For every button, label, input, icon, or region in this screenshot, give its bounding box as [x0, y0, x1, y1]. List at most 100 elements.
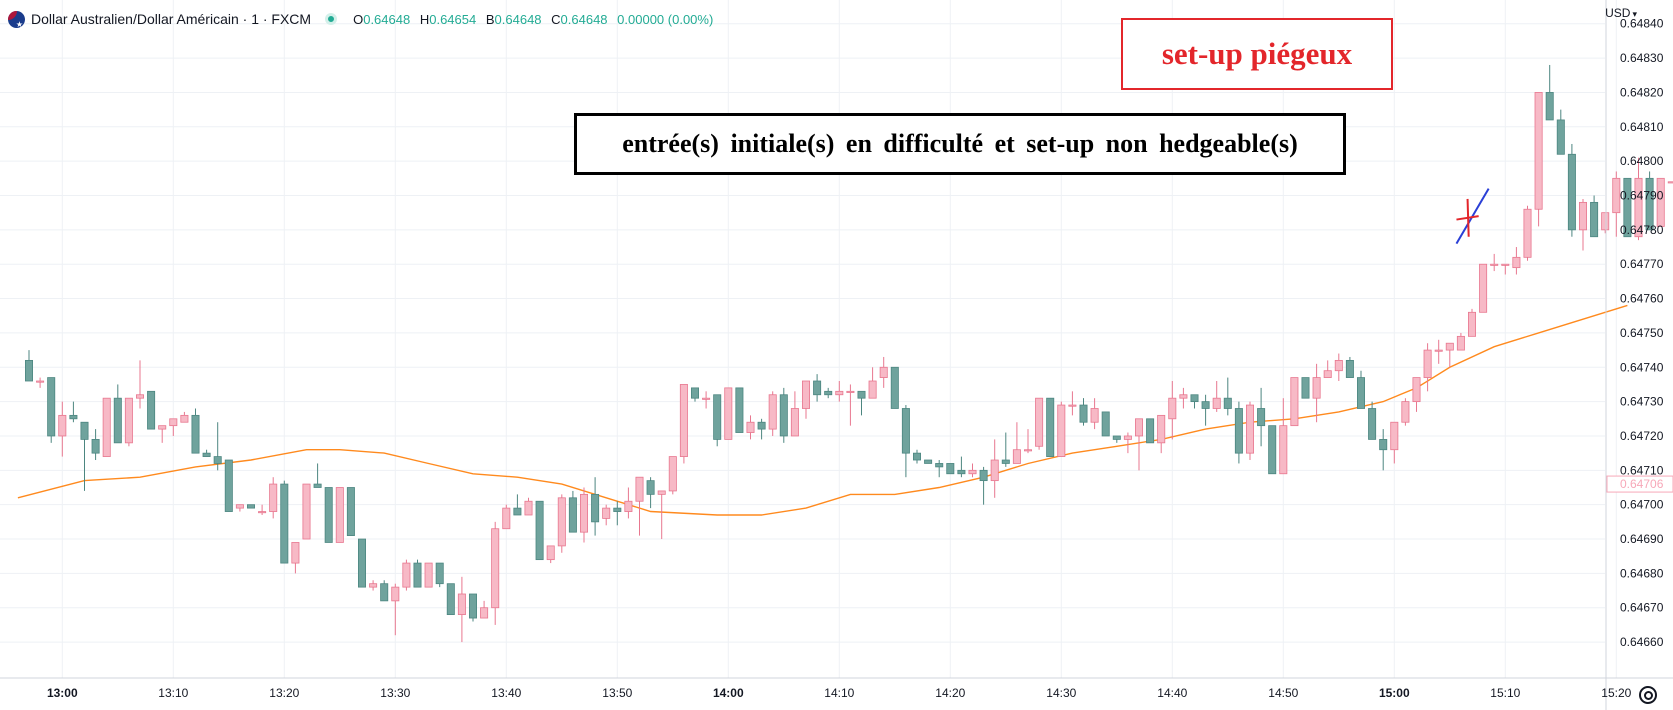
- candle-body: [1357, 377, 1366, 409]
- candle: [1512, 247, 1521, 275]
- moving-average-line: [17, 304, 1628, 516]
- drawing-marks: [1455, 188, 1490, 245]
- candle-body: [180, 414, 189, 423]
- candle: [1190, 394, 1199, 409]
- candle-body: [657, 490, 666, 495]
- candle: [924, 459, 933, 464]
- candle: [224, 459, 233, 512]
- candle: [480, 600, 489, 619]
- candle: [1179, 387, 1188, 409]
- candles-layer: [24, 64, 1673, 643]
- time-tick-label: 13:40: [491, 686, 521, 700]
- candle: [1412, 377, 1421, 412]
- candle: [913, 449, 922, 464]
- candle-body: [213, 456, 222, 464]
- candle-body: [1101, 411, 1110, 437]
- price-tick-label: 0.64820: [1620, 85, 1664, 99]
- candle-body: [1201, 401, 1210, 409]
- candle: [1379, 429, 1388, 471]
- close-value: 0.64648: [560, 11, 608, 27]
- candle: [491, 521, 500, 625]
- candle: [402, 559, 411, 591]
- chart-grid: [0, 0, 1617, 678]
- candle-body: [1579, 201, 1588, 231]
- candle: [1334, 353, 1343, 382]
- candle-body: [968, 469, 977, 475]
- candle: [1290, 377, 1299, 427]
- candle: [147, 390, 156, 430]
- candle-body: [1501, 263, 1510, 266]
- candle: [24, 350, 33, 382]
- candle-body: [802, 380, 811, 409]
- candle: [1079, 398, 1088, 426]
- market-open-status-icon: [325, 13, 338, 25]
- candle: [468, 593, 477, 622]
- candle: [1434, 339, 1443, 364]
- candle-body: [468, 593, 477, 619]
- chart-settings-icon[interactable]: [1639, 686, 1657, 704]
- candle-body: [424, 562, 433, 588]
- candle-body: [1434, 349, 1443, 352]
- candle: [1234, 401, 1243, 464]
- candle-body: [513, 507, 522, 516]
- candle-body: [1112, 435, 1121, 440]
- annotation-setup-trap[interactable]: set-up piégeux: [1121, 18, 1393, 90]
- moving-average-layer: [17, 304, 1628, 516]
- candle-body: [280, 483, 289, 564]
- candle: [446, 583, 455, 616]
- chevron-down-icon: ▾: [1632, 9, 1637, 19]
- candle-body: [435, 562, 444, 585]
- price-tick-label: 0.64750: [1620, 326, 1664, 340]
- time-tick-label: 15:00: [1379, 686, 1410, 700]
- candle-body: [1623, 177, 1632, 238]
- candle-body: [591, 493, 600, 523]
- candle-body: [1612, 177, 1621, 214]
- candle: [968, 463, 977, 478]
- candle: [757, 418, 766, 440]
- candle: [313, 463, 322, 488]
- candle: [691, 387, 700, 402]
- candle-body: [1123, 435, 1132, 440]
- annotation-entries-difficulty[interactable]: entrée(s) initiale(s) en difficulté et s…: [574, 113, 1346, 175]
- candle: [779, 387, 788, 443]
- candle-body: [1334, 359, 1343, 372]
- candle: [624, 487, 633, 519]
- candle: [1501, 263, 1510, 275]
- candle-body: [1301, 377, 1310, 399]
- candle: [113, 384, 122, 444]
- price-axis: 0.64840 0.64830 0.64820 0.64810 0.64800 0.647…: [1605, 0, 1673, 710]
- candle-body: [413, 562, 422, 588]
- candle-body: [1035, 397, 1044, 447]
- candle: [169, 418, 178, 436]
- candle: [1634, 157, 1643, 241]
- candle: [1390, 421, 1399, 464]
- candle: [302, 483, 311, 540]
- candle-body: [1656, 177, 1665, 227]
- candle-body: [646, 480, 655, 495]
- time-axis: 13:00 13:10 13:20 13:30 13:40 13:50 14:00 14:10…: [0, 677, 1673, 700]
- candle-body: [1268, 425, 1277, 475]
- candle: [1534, 92, 1543, 227]
- candle: [735, 387, 744, 433]
- candle-body: [1068, 404, 1077, 407]
- candle: [857, 390, 866, 416]
- candle-body: [1634, 177, 1643, 238]
- candle: [291, 542, 300, 574]
- candle-body: [790, 408, 799, 437]
- price-tick-label: 0.64730: [1620, 395, 1664, 409]
- candle-body: [1146, 418, 1155, 444]
- candle: [901, 405, 910, 478]
- candle: [502, 504, 511, 530]
- candle: [1257, 387, 1266, 447]
- candle: [1223, 377, 1232, 416]
- candle-body: [1412, 377, 1421, 403]
- candle-body: [602, 507, 611, 519]
- candle-body: [480, 607, 489, 619]
- candle: [102, 397, 111, 457]
- symbol-name[interactable]: Dollar Australien/Dollar Américain · 1 ·…: [31, 11, 312, 27]
- currency-selector[interactable]: USD ▾: [1605, 6, 1637, 20]
- candle: [1135, 418, 1144, 471]
- candle-body: [957, 469, 966, 475]
- candle: [1556, 109, 1565, 155]
- candle: [591, 477, 600, 536]
